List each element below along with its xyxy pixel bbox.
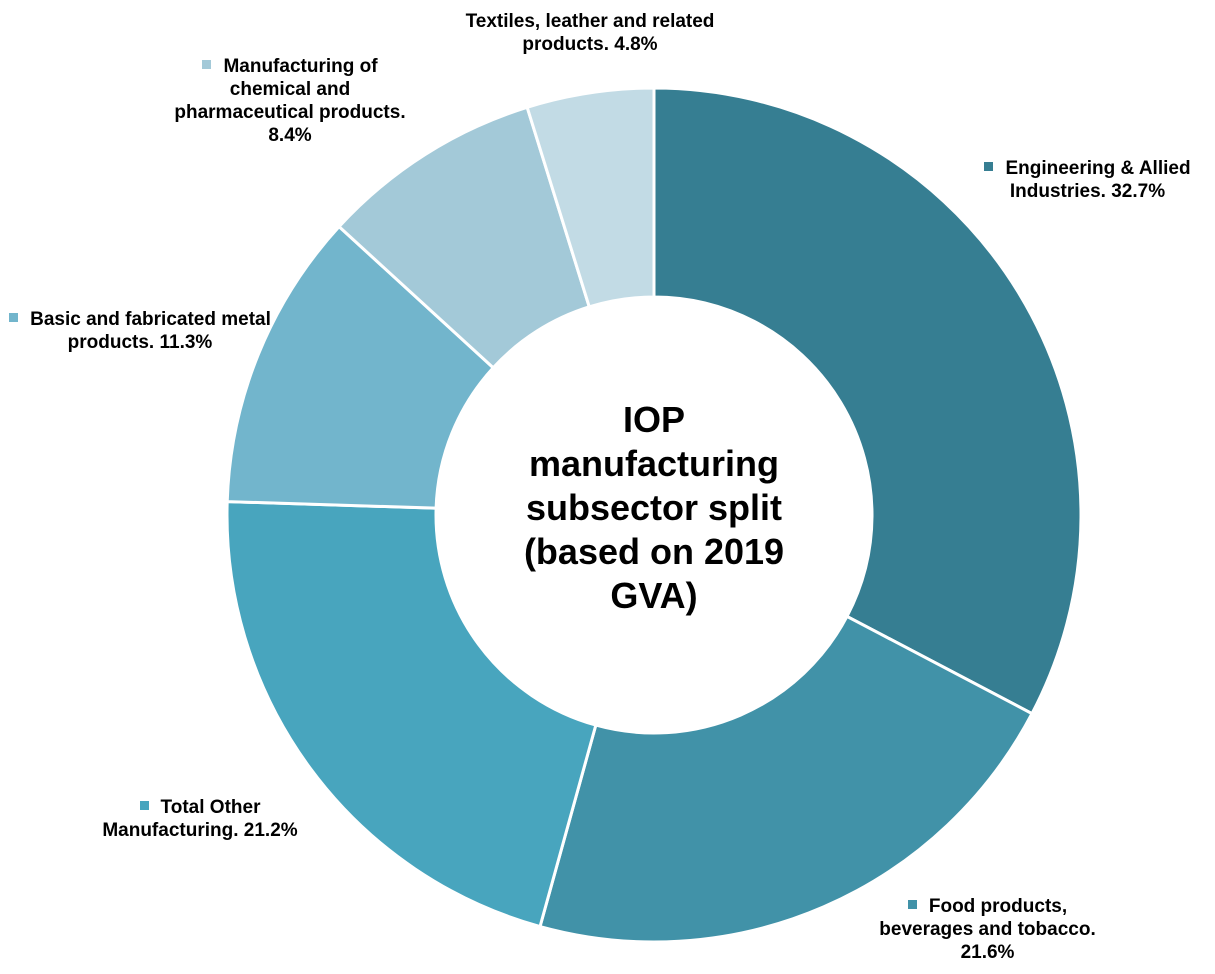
value-label: 21.2% xyxy=(243,820,298,841)
category-label: Total Other Manufacturing. xyxy=(102,797,261,841)
legend-marker xyxy=(9,313,19,322)
data-label: Textiles, leather and related products. … xyxy=(455,10,725,56)
legend-marker xyxy=(984,162,994,171)
donut-segment xyxy=(225,500,598,929)
value-label: 4.8% xyxy=(614,34,658,55)
legend-marker xyxy=(139,801,149,810)
donut-segment xyxy=(225,224,496,510)
donut-segment xyxy=(652,86,1083,716)
value-label: 21.6% xyxy=(960,942,1015,963)
data-label: Engineering & Allied Industries. 32.7% xyxy=(960,157,1215,203)
donut-segment xyxy=(525,86,656,309)
legend-marker xyxy=(907,900,917,909)
chart-title: IOP manufacturing subsector split (based… xyxy=(523,399,785,616)
value-label: 8.4% xyxy=(268,125,312,146)
value-label: 32.7% xyxy=(1111,181,1166,202)
category-label: Manufacturing of chemical and pharmaceut… xyxy=(174,56,406,123)
category-label: Textiles, leather and related products. xyxy=(465,11,715,55)
donut-segment xyxy=(538,614,1035,944)
data-label: Manufacturing of chemical and pharmaceut… xyxy=(170,55,410,147)
category-label: Food products, beverages and tobacco. xyxy=(879,896,1096,940)
data-label: Total Other Manufacturing. 21.2% xyxy=(85,796,315,842)
data-label: Basic and fabricated metal products. 11.… xyxy=(0,308,280,354)
category-label: Engineering & Allied Industries. xyxy=(1005,158,1191,202)
legend-marker xyxy=(202,60,212,69)
value-label: 11.3% xyxy=(159,332,213,353)
data-label: Food products, beverages and tobacco. 21… xyxy=(870,895,1105,964)
category-label: Basic and fabricated metal products. xyxy=(30,309,271,353)
